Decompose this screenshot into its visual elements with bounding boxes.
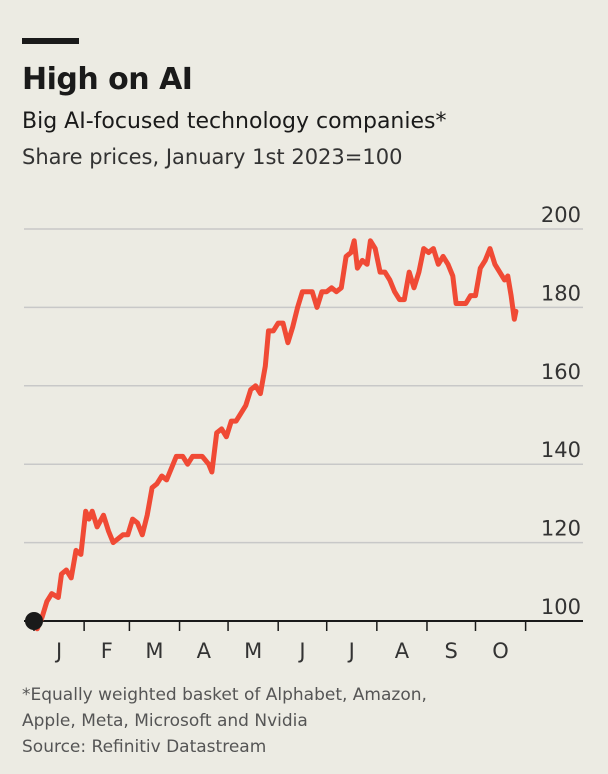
- chart-subtitle: Big AI-focused technology companies*: [22, 109, 447, 134]
- source-note: Source: Refinitiv Datastream: [22, 737, 267, 757]
- x-tick-label: A: [197, 639, 212, 663]
- footnote: *Equally weighted basket of Alphabet, Am…: [22, 682, 582, 760]
- y-tick-label: 160: [541, 360, 581, 384]
- footnote-line-1: *Equally weighted basket of Alphabet, Am…: [22, 685, 427, 705]
- x-tick-label: A: [395, 639, 410, 663]
- y-tick-labels: 100 120 140 160 180 200: [541, 203, 581, 619]
- x-tick-label: M: [244, 639, 262, 663]
- x-tick-label: J: [347, 639, 355, 663]
- x-tick-label: J: [297, 639, 305, 663]
- start-marker: [25, 612, 43, 630]
- x-axis: [24, 620, 583, 631]
- x-tick-label: F: [101, 639, 113, 663]
- start-marker-layer: [25, 612, 43, 630]
- y-tick-label: 120: [541, 517, 581, 541]
- y-tick-label: 100: [541, 595, 581, 619]
- x-tick-label: O: [492, 639, 509, 663]
- header-rule: [22, 38, 79, 44]
- series-layer: [31, 238, 519, 632]
- y-tick-label: 140: [541, 438, 581, 462]
- gridlines: [24, 228, 583, 544]
- chart-unit-label: Share prices, January 1st 2023=100: [22, 145, 403, 169]
- chart-title: High on AI: [22, 62, 193, 97]
- series-line: [31, 238, 519, 632]
- footnote-line-2: Apple, Meta, Microsoft and Nvidia: [22, 711, 308, 731]
- x-tick-label: S: [445, 639, 458, 663]
- y-tick-label: 200: [541, 203, 581, 227]
- y-tick-label: 180: [541, 281, 581, 305]
- x-tick-label: J: [54, 639, 62, 663]
- x-tick-label: M: [145, 639, 163, 663]
